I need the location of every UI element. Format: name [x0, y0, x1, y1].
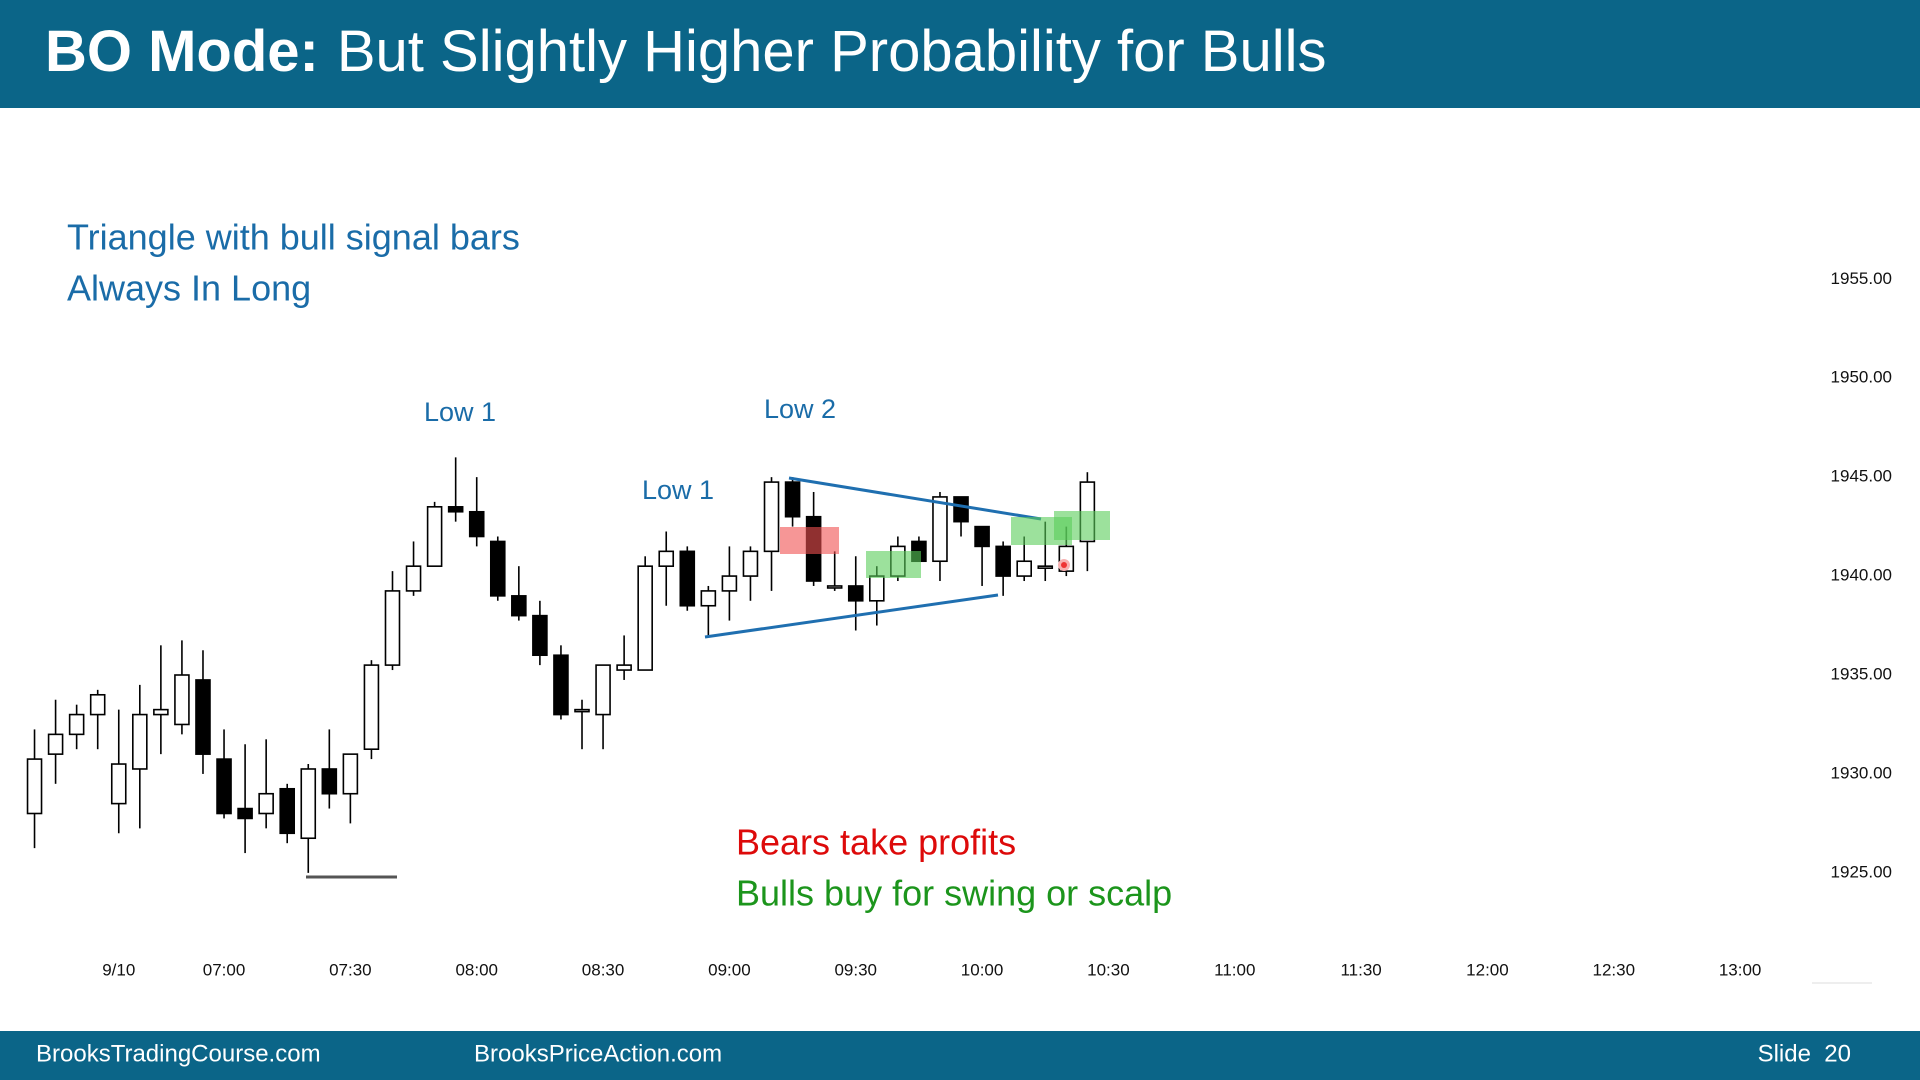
candle-body — [89, 693, 106, 716]
candle-body — [721, 575, 738, 592]
x-tick-label: 10:00 — [961, 960, 1004, 979]
candle-body — [342, 753, 359, 795]
candle-body — [384, 590, 401, 666]
x-tick-label: 08:00 — [455, 960, 498, 979]
bull-signal-box — [866, 551, 921, 578]
annotation: Bulls buy for swing or scalp — [736, 873, 1172, 914]
y-tick-label: 1940.00 — [1831, 566, 1892, 585]
x-tick-label: 09:30 — [834, 960, 877, 979]
annotation: Low 1 — [642, 475, 714, 505]
bear-signal-box — [780, 527, 839, 554]
candle-body — [616, 664, 632, 671]
candle-body — [447, 506, 464, 513]
y-tick-label: 1930.00 — [1831, 763, 1892, 782]
candle-body — [1016, 560, 1032, 577]
candle-body — [932, 496, 948, 563]
candle-body — [216, 758, 232, 815]
candle-body — [321, 768, 338, 795]
candle-body — [110, 763, 127, 805]
candle-body — [700, 590, 717, 607]
candle-body — [532, 614, 548, 657]
bull-signal-box — [1054, 511, 1110, 540]
candle-body — [26, 758, 43, 815]
candle-body — [489, 540, 506, 597]
cursor-dot-core — [1061, 562, 1067, 568]
candle-body — [679, 550, 696, 607]
slide-number: Slide 20 — [1758, 1040, 1851, 1067]
annotation: Triangle with bull signal bars — [67, 217, 520, 258]
title-bold: BO Mode: — [45, 19, 319, 84]
y-tick-label: 1955.00 — [1831, 269, 1892, 288]
candle-body — [426, 506, 443, 567]
x-tick-label: 12:30 — [1593, 960, 1636, 979]
x-tick-label: 10:30 — [1087, 960, 1130, 979]
candle-body — [869, 575, 885, 602]
x-tick-label: 12:00 — [1466, 960, 1509, 979]
y-tick-label: 1945.00 — [1831, 467, 1892, 486]
candle-body — [132, 713, 148, 770]
candle-body — [953, 496, 969, 523]
candle-body — [742, 550, 759, 577]
footer-bar — [0, 1031, 1920, 1080]
x-tick-label: 09:00 — [708, 960, 751, 979]
candle-body — [826, 585, 843, 589]
candle-body — [174, 674, 190, 726]
candle-body — [995, 545, 1011, 577]
candle-body — [847, 585, 864, 602]
candle-body — [658, 550, 675, 567]
triangle-bottom — [704, 593, 999, 639]
triangle-top — [788, 476, 1042, 521]
candle-body — [574, 708, 590, 713]
candle-body — [153, 708, 169, 716]
x-tick-label: 11:00 — [1214, 960, 1255, 979]
annotation: Low 2 — [764, 394, 836, 424]
x-tick-label: 13:00 — [1719, 960, 1762, 979]
x-tick-label: 11:30 — [1340, 960, 1381, 979]
x-tick-label: 9/10 — [102, 960, 135, 979]
candle-body — [637, 565, 653, 671]
x-tick-label: 07:00 — [203, 960, 246, 979]
candle-body — [595, 664, 611, 716]
footer-text: BrooksPriceAction.com — [474, 1040, 722, 1067]
y-tick-label: 1925.00 — [1831, 862, 1892, 881]
candle-body — [258, 792, 274, 815]
y-tick-label: 1950.00 — [1831, 368, 1892, 387]
candle-body — [195, 679, 211, 755]
footer-text: BrooksTradingCourse.com — [36, 1040, 321, 1067]
candle-body — [553, 654, 569, 716]
y-tick-label: 1935.00 — [1831, 664, 1892, 683]
candle-body — [68, 713, 85, 736]
candle-body — [1037, 565, 1054, 569]
candle-body — [763, 481, 780, 553]
candle-body — [468, 510, 485, 538]
x-tick-label: 07:30 — [329, 960, 372, 979]
annotation: Bears take profits — [736, 822, 1016, 863]
x-tick-label: 08:30 — [582, 960, 625, 979]
annotation: Low 1 — [424, 397, 496, 427]
header-bar — [0, 0, 1920, 108]
candle-body — [363, 664, 380, 750]
candle-body — [279, 787, 296, 835]
candle-body — [300, 768, 317, 840]
candles — [26, 457, 1096, 873]
axes: 1925.00 1930.00 1935.00 1940.00 1945.00 1950.… — [102, 269, 1892, 984]
candle-body — [511, 595, 527, 617]
candle-body — [237, 807, 253, 820]
annotation: Always In Long — [67, 268, 311, 309]
candle-body — [974, 525, 990, 548]
slide-title: BO Mode: But Slightly Higher Probability … — [45, 19, 1327, 84]
title-rest: But Slightly Higher Probability for Bull… — [337, 19, 1327, 84]
candle-body — [784, 481, 801, 518]
candle-body — [47, 733, 64, 755]
candle-body — [405, 565, 422, 592]
